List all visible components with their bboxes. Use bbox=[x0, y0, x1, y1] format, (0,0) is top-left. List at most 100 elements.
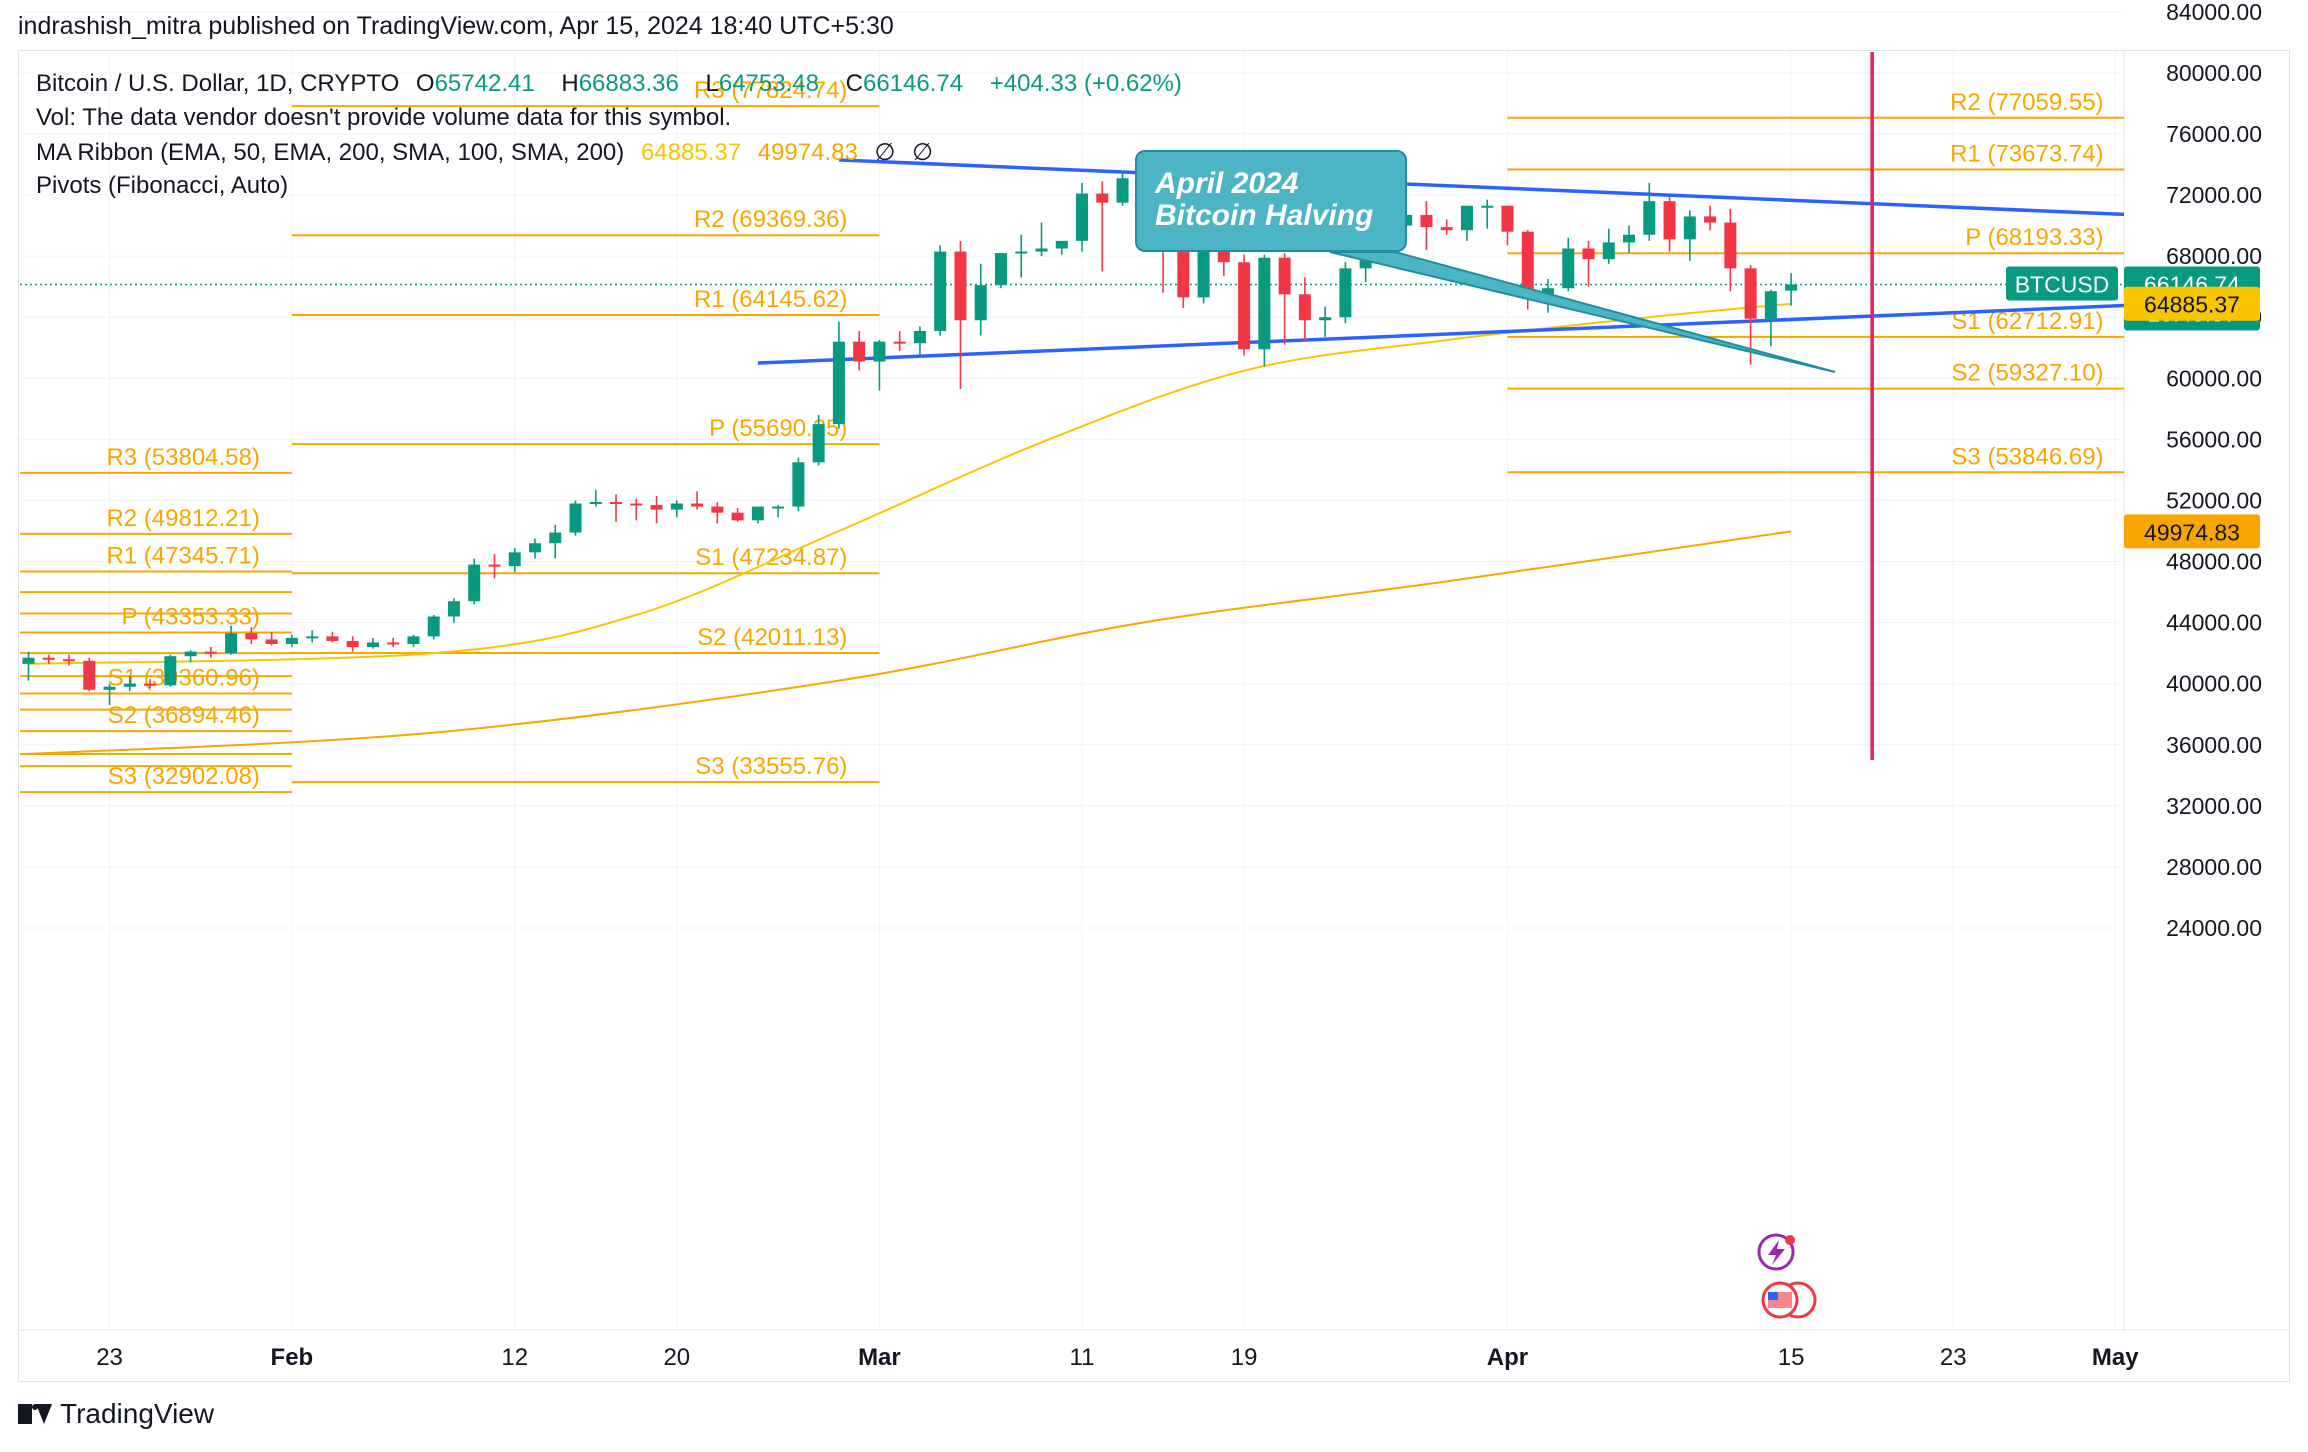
ema200-line[interactable] bbox=[28, 530, 1792, 755]
legend-ma-ribbon[interactable]: MA Ribbon (EMA, 50, EMA, 200, SMA, 100, … bbox=[36, 139, 625, 166]
candle-body[interactable] bbox=[366, 642, 379, 648]
candle-body[interactable] bbox=[1298, 294, 1311, 321]
candle-body[interactable] bbox=[549, 532, 562, 544]
candle-body[interactable] bbox=[974, 285, 987, 321]
pivot-s2-label: S2 (42011.13) bbox=[697, 624, 847, 651]
candle-body[interactable] bbox=[691, 503, 704, 507]
candle-body[interactable] bbox=[1238, 262, 1251, 350]
candle-body[interactable] bbox=[346, 640, 359, 648]
legend-symbol[interactable]: Bitcoin / U.S. Dollar, 1D, CRYPTO bbox=[36, 70, 400, 97]
candle-body[interactable] bbox=[144, 683, 157, 686]
candle-body[interactable] bbox=[1542, 288, 1554, 295]
candle-body[interactable] bbox=[1319, 317, 1332, 321]
candle-body[interactable] bbox=[1015, 251, 1028, 254]
candle-body[interactable] bbox=[387, 642, 400, 645]
candle-body[interactable] bbox=[711, 506, 724, 513]
tradingview-logo[interactable]: TradingView bbox=[18, 1398, 214, 1430]
candle-body[interactable] bbox=[1704, 216, 1717, 223]
candle-body[interactable] bbox=[610, 501, 623, 504]
candle-body[interactable] bbox=[1744, 268, 1757, 319]
candle-body[interactable] bbox=[1258, 257, 1271, 350]
candle-body[interactable] bbox=[1420, 214, 1433, 228]
candle-body[interactable] bbox=[1562, 248, 1575, 289]
candle-body[interactable] bbox=[913, 330, 926, 344]
candle-body[interactable] bbox=[103, 686, 116, 690]
candle-body[interactable] bbox=[529, 543, 541, 553]
trendline-lower[interactable] bbox=[757, 303, 2136, 365]
candle-body[interactable] bbox=[204, 651, 217, 654]
candle-body[interactable] bbox=[225, 633, 238, 654]
candle-body[interactable] bbox=[508, 552, 521, 567]
candle-body[interactable] bbox=[285, 637, 298, 644]
legend-ma4-empty: ∅ bbox=[912, 139, 933, 166]
candle-body[interactable] bbox=[306, 636, 319, 639]
candle-body[interactable] bbox=[630, 503, 643, 506]
candle-body[interactable] bbox=[42, 657, 55, 660]
legend-pivots[interactable]: Pivots (Fibonacci, Auto) bbox=[36, 172, 289, 199]
candle-body[interactable] bbox=[832, 341, 845, 425]
candle-body[interactable] bbox=[1602, 242, 1615, 260]
candle-body[interactable] bbox=[22, 657, 35, 664]
candle-body[interactable] bbox=[1785, 284, 1798, 291]
candle-body[interactable] bbox=[326, 636, 339, 641]
candle-body[interactable] bbox=[1055, 240, 1068, 249]
candle-body[interactable] bbox=[164, 656, 177, 686]
candle-body[interactable] bbox=[488, 564, 501, 567]
candle-body[interactable] bbox=[751, 506, 764, 521]
trendline-upper[interactable] bbox=[838, 158, 2136, 217]
candle-body[interactable] bbox=[873, 341, 886, 362]
candle-body[interactable] bbox=[245, 633, 258, 640]
candle-body[interactable] bbox=[1116, 178, 1129, 203]
plot-area[interactable]: R3 (53804.58) R2 (49812.21) R1 (47345.71) P… bbox=[0, 0, 2136, 794]
candle-body[interactable] bbox=[407, 636, 420, 644]
candle-body[interactable] bbox=[1724, 222, 1737, 269]
candle-body[interactable] bbox=[670, 503, 683, 510]
candle-body[interactable] bbox=[589, 501, 602, 504]
candle-body[interactable] bbox=[954, 251, 967, 321]
candle-body[interactable] bbox=[63, 659, 76, 662]
candle-body[interactable] bbox=[468, 564, 481, 602]
pivot-s1-label: S1 (47234.87) bbox=[695, 544, 847, 571]
candle-body[interactable] bbox=[1764, 291, 1777, 319]
legend-ma-ribbon-row: MA Ribbon (EMA, 50, EMA, 200, SMA, 100, … bbox=[36, 138, 943, 167]
candle-body[interactable] bbox=[1582, 248, 1595, 260]
candle-body[interactable] bbox=[1278, 257, 1291, 295]
candle-body[interactable] bbox=[265, 639, 278, 644]
candle-body[interactable] bbox=[853, 341, 866, 362]
candle-body[interactable] bbox=[1643, 201, 1656, 235]
candle-body[interactable] bbox=[772, 506, 785, 509]
symbol-tag[interactable] bbox=[2006, 266, 2118, 301]
candle-body[interactable] bbox=[1076, 193, 1089, 241]
candle-body[interactable] bbox=[1096, 193, 1109, 203]
candle-body[interactable] bbox=[1440, 227, 1453, 231]
candle-body[interactable] bbox=[123, 683, 136, 687]
candle-body[interactable] bbox=[1481, 205, 1494, 208]
candle-body[interactable] bbox=[1197, 250, 1210, 298]
candle-body[interactable] bbox=[812, 424, 825, 463]
candle-body[interactable] bbox=[447, 601, 460, 617]
halving-callout[interactable]: April 2024 Bitcoin Halving bbox=[1135, 150, 1407, 252]
candle-body[interactable] bbox=[569, 503, 582, 533]
candle-body[interactable] bbox=[184, 651, 197, 657]
candle-body[interactable] bbox=[650, 505, 663, 510]
candle-body[interactable] bbox=[427, 616, 440, 637]
candle-body[interactable] bbox=[792, 462, 805, 507]
candle-body[interactable] bbox=[83, 660, 96, 690]
candle-body[interactable] bbox=[893, 341, 906, 344]
candle-body[interactable] bbox=[1460, 205, 1473, 231]
candle-body[interactable] bbox=[731, 512, 744, 521]
candle-body[interactable] bbox=[1035, 248, 1048, 252]
candle-body[interactable] bbox=[1663, 201, 1676, 240]
candle-body[interactable] bbox=[1501, 205, 1514, 232]
candle-body[interactable] bbox=[994, 253, 1007, 286]
pivot-r1-label: R1 (73673.74) bbox=[1950, 141, 2103, 168]
candle-body[interactable] bbox=[1623, 234, 1636, 243]
candle-body[interactable] bbox=[1521, 231, 1534, 295]
legend-volume-note[interactable]: Vol: The data vendor doesn't provide vol… bbox=[36, 104, 732, 131]
candle-body[interactable] bbox=[1339, 268, 1352, 318]
chart-frame bbox=[18, 50, 2290, 1382]
candle-body[interactable] bbox=[1683, 216, 1696, 240]
candle-body[interactable] bbox=[934, 251, 947, 331]
candle-body[interactable] bbox=[1217, 250, 1230, 263]
